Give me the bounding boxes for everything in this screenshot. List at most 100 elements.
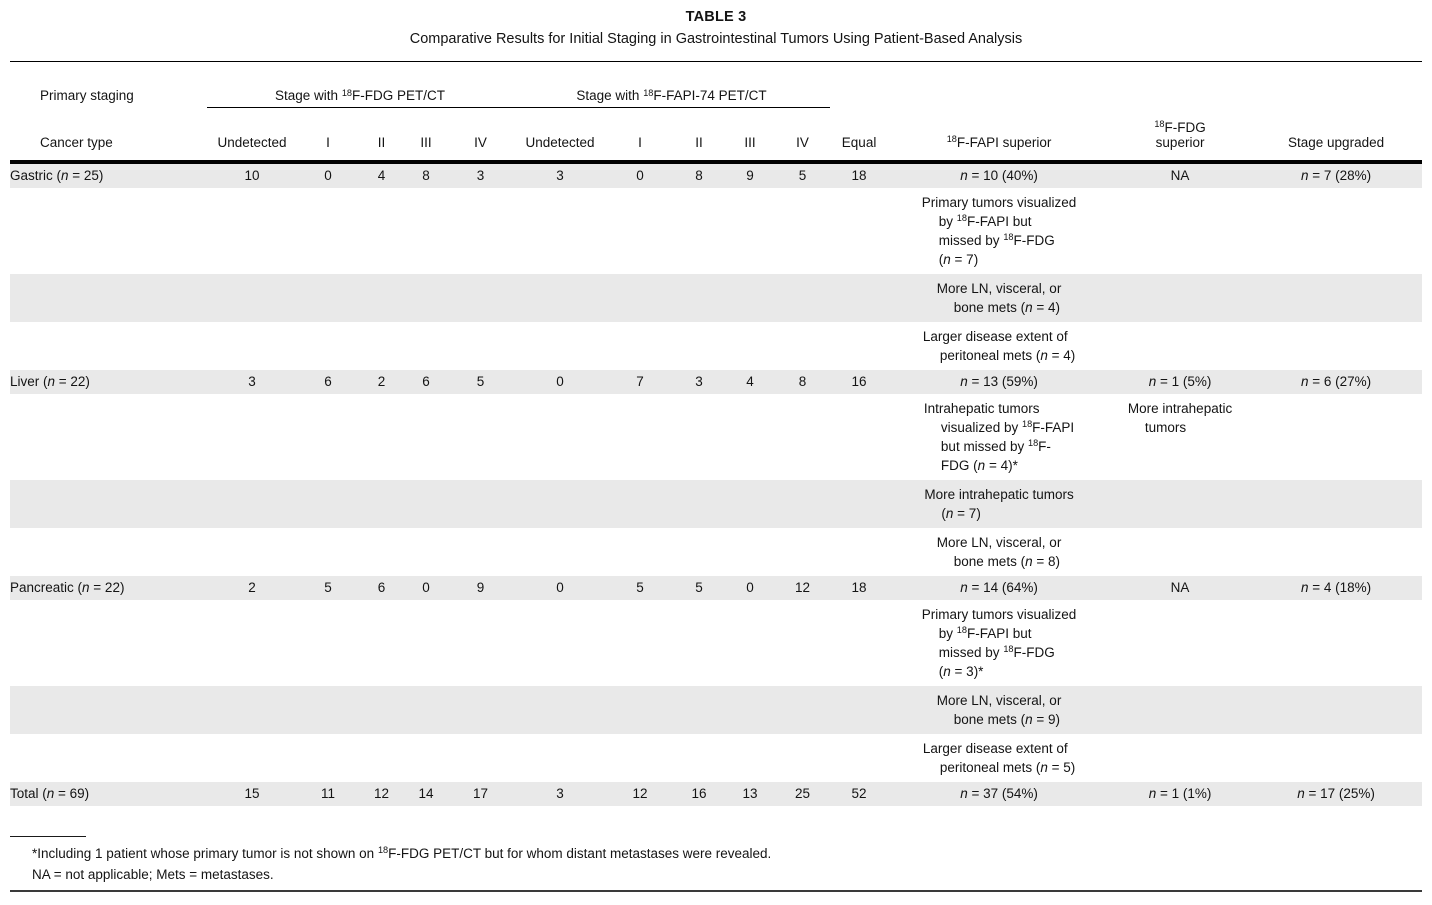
table-row: Gastric (n = 25) 10 0 4 8 3 3 0 8 9 5 18 n = 10 (40%… bbox=[10, 161, 1423, 188]
table-row: Larger disease extent of peritoneal mets … bbox=[10, 322, 1422, 370]
table-cell: 0 bbox=[746, 579, 754, 595]
table-cell: 6 bbox=[377, 579, 386, 595]
table-cell bbox=[513, 600, 607, 686]
table-cell bbox=[1110, 600, 1250, 686]
header-stage-i-fdg: I bbox=[297, 107, 359, 164]
table-cell: 10 bbox=[244, 167, 260, 183]
table-cell bbox=[607, 686, 673, 734]
table-cell: Intrahepatic tumors visualized by 18F-FAP… bbox=[888, 394, 1110, 480]
table-cell bbox=[207, 734, 297, 782]
table-cell: 0 bbox=[556, 579, 564, 595]
table-cell bbox=[448, 394, 513, 480]
table-cell bbox=[725, 528, 775, 576]
table-cell bbox=[404, 394, 448, 480]
header-spacer bbox=[1110, 61, 1251, 108]
table-cell: n = 13 (59%) bbox=[960, 373, 1038, 389]
table-cell bbox=[10, 322, 207, 370]
table-cell bbox=[448, 600, 513, 686]
table-cell bbox=[207, 600, 297, 686]
header-stage-ii-fapi: II bbox=[673, 107, 726, 164]
table-cell bbox=[725, 600, 775, 686]
table-row: Total (n = 69) 15 11 12 14 17 3 12 16 13 25 52 n = 3… bbox=[10, 781, 1423, 806]
table-cell bbox=[404, 600, 448, 686]
annotation-line: More intrahepatic tumors bbox=[924, 486, 1074, 502]
table-body: Gastric (n = 25) 10 0 4 8 3 3 0 8 9 5 18 n = 10 (40%… bbox=[10, 161, 1423, 806]
annotation-line: peritoneal mets (n = 5) bbox=[939, 759, 1076, 775]
table-cell bbox=[673, 274, 725, 322]
table-cell: 12 bbox=[795, 579, 811, 595]
table-title: TABLE 3 bbox=[685, 9, 747, 25]
table-cell bbox=[207, 528, 297, 576]
table-row: Liver (n = 22) 3 6 2 6 5 0 7 3 4 8 16 n = 13 (59%) n … bbox=[10, 369, 1423, 394]
annotation-line: bone mets (n = 9) bbox=[953, 711, 1060, 727]
table-cell: More LN, visceral, or bone mets (n = 4) bbox=[888, 274, 1110, 322]
table-cell bbox=[359, 480, 404, 528]
table-cell bbox=[1110, 480, 1250, 528]
table-cell: 5 bbox=[324, 579, 332, 595]
table-cell: 13 bbox=[742, 785, 758, 801]
table-cell bbox=[404, 528, 448, 576]
header-group-fdg: Stage with 18F-FDG PET/CT bbox=[207, 61, 514, 108]
table-cell bbox=[513, 322, 607, 370]
table-cell bbox=[404, 734, 448, 782]
table-cell bbox=[448, 686, 513, 734]
annotation-line: missed by 18F-FDG bbox=[938, 232, 1055, 248]
table-cell bbox=[448, 480, 513, 528]
table-cell: 25 bbox=[795, 785, 811, 801]
table-cell bbox=[1250, 188, 1422, 274]
bottom-rule bbox=[10, 889, 1422, 892]
footnote-abbreviations: NA = not applicable; Mets = metastases. bbox=[32, 867, 274, 882]
header-spacer bbox=[830, 61, 889, 108]
table-cell: 9 bbox=[746, 167, 754, 183]
table-cell bbox=[513, 734, 607, 782]
table-cell: n = 7 (28%) bbox=[1300, 167, 1372, 183]
footnotes: *Including 1 patient whose primary tumor… bbox=[10, 843, 1422, 886]
annotation-line: Primary tumors visualized bbox=[921, 606, 1077, 622]
table-cell: More intrahepatic tumors bbox=[1110, 394, 1250, 480]
table-cell bbox=[830, 188, 888, 274]
table-cell: 4 bbox=[746, 373, 754, 389]
table-cell bbox=[1250, 322, 1422, 370]
table-cell bbox=[10, 686, 207, 734]
annotation-line: by 18F-FAPI but bbox=[938, 625, 1032, 641]
table-row: More LN, visceral, or bone mets (n = 9) bbox=[10, 685, 1423, 734]
table-cell: n = 4 (18%) bbox=[1300, 579, 1372, 595]
annotation-line: More LN, visceral, or bbox=[936, 280, 1062, 296]
table-cell bbox=[448, 188, 513, 274]
table-cell bbox=[513, 528, 607, 576]
table-cell bbox=[207, 480, 297, 528]
table-cell bbox=[1110, 528, 1250, 576]
table-cell bbox=[775, 528, 830, 576]
table-cell: n = 14 (64%) bbox=[960, 579, 1038, 595]
header-undetected-fdg: Undetected bbox=[207, 107, 297, 164]
table-cell bbox=[359, 686, 404, 734]
header-column-row: Cancer type Undetected I II III IV Undet… bbox=[10, 107, 1423, 164]
table-cell bbox=[673, 528, 725, 576]
table-cell bbox=[607, 734, 673, 782]
annotation-line: visualized by 18F-FAPI bbox=[940, 419, 1075, 435]
table-cell bbox=[775, 686, 830, 734]
table-cell bbox=[830, 480, 888, 528]
annotation-line: peritoneal mets (n = 4) bbox=[939, 347, 1076, 363]
table-cell bbox=[1110, 686, 1250, 734]
table-cell bbox=[513, 686, 607, 734]
table-cell bbox=[297, 322, 359, 370]
table-cell bbox=[607, 188, 673, 274]
table-cell: 18 bbox=[851, 579, 867, 595]
table-cell: n = 1 (5%) bbox=[1148, 373, 1212, 389]
table-cell bbox=[830, 274, 888, 322]
table-cell bbox=[359, 274, 404, 322]
table-cell: 8 bbox=[798, 373, 807, 389]
annotation-line: by 18F-FAPI but bbox=[938, 213, 1032, 229]
table-cell bbox=[1250, 600, 1422, 686]
table-cell: 14 bbox=[418, 785, 434, 801]
table-cell bbox=[775, 480, 830, 528]
footnote-asterisk: *Including 1 patient whose primary tumor… bbox=[32, 845, 772, 861]
table-cell: Primary tumors visualized by 18F-FAPI but… bbox=[888, 600, 1110, 686]
table-cell bbox=[207, 686, 297, 734]
table-row: More intrahepatic tumors (n = 7) bbox=[10, 479, 1423, 528]
table-cell: 8 bbox=[422, 167, 430, 183]
header-fdg-superior: 18F-FDG superior bbox=[1110, 107, 1251, 164]
table-cell: 3 bbox=[556, 167, 564, 183]
table-cell: 5 bbox=[476, 373, 485, 389]
